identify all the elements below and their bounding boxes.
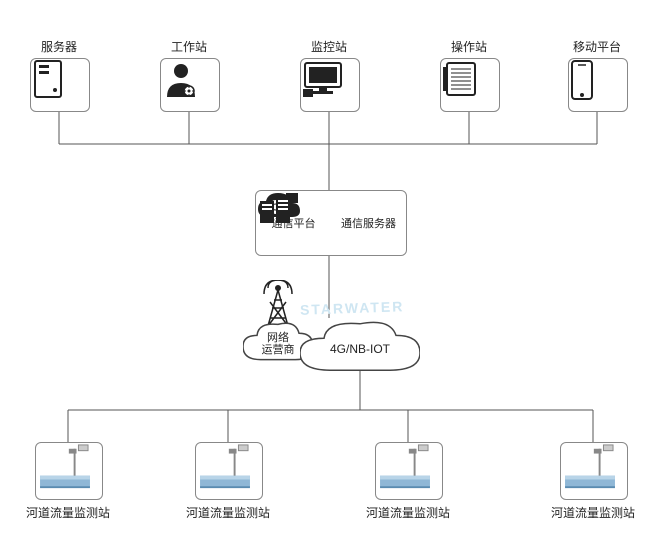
server-label: 服务器 [20, 38, 98, 55]
station-node [35, 442, 103, 500]
workstation-label: 工作站 [150, 38, 228, 55]
station-node [195, 442, 263, 500]
servers-icon [256, 191, 300, 225]
comm-platform-box: 通信平台 通信服务器 [255, 190, 407, 256]
station-node [560, 442, 628, 500]
station-icon [376, 443, 434, 491]
monitor-label: 监控站 [290, 38, 368, 55]
station-icon [196, 443, 254, 491]
station-label: 河道流量监测站 [15, 504, 121, 521]
station-icon [561, 443, 619, 491]
workstation-node [160, 58, 220, 112]
station-icon [36, 443, 94, 491]
monitor-node [300, 58, 360, 112]
mobile-label: 移动平台 [558, 38, 636, 55]
station-label: 河道流量监测站 [540, 504, 646, 521]
station-label: 河道流量监测站 [355, 504, 461, 521]
station-node [375, 442, 443, 500]
network-cloud-label: 4G/NB-IOT [300, 342, 420, 356]
operator-label: 操作站 [430, 38, 508, 55]
comm-server-label: 通信服务器 [341, 215, 396, 231]
station-label: 河道流量监测站 [175, 504, 281, 521]
operator-node [440, 58, 500, 112]
mobile-node [568, 58, 628, 112]
server-node [30, 58, 90, 112]
